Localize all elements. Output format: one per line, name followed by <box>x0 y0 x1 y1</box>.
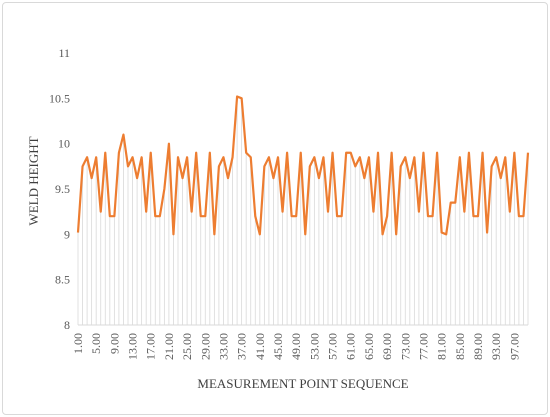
x-tick-label: 93.00 <box>489 333 503 360</box>
x-axis-ticks: 1.00 5.00 9.00 13.00 17.00 21.00 25.00 29.00 33.… <box>71 333 521 360</box>
x-tick-label: 1.00 <box>71 333 85 354</box>
x-tick-label: 69.00 <box>380 333 394 360</box>
x-tick-label: 97.00 <box>507 333 521 360</box>
x-tick-label: 21.00 <box>162 333 176 360</box>
x-tick-label: 17.00 <box>144 333 158 360</box>
x-tick-label: 57.00 <box>326 333 340 360</box>
x-tick-label: 13.00 <box>126 333 140 360</box>
x-tick-label: 41.00 <box>253 333 267 360</box>
x-tick-label: 65.00 <box>362 333 376 360</box>
y-tick-label: 10 <box>58 137 70 151</box>
x-tick-label: 61.00 <box>344 333 358 360</box>
y-tick-label: 8 <box>64 318 70 332</box>
x-tick-label: 33.00 <box>216 333 230 360</box>
x-tick-label: 81.00 <box>435 333 449 360</box>
x-tick-label: 45.00 <box>271 333 285 360</box>
x-tick-label: 25.00 <box>180 333 194 360</box>
vertical-gridlines <box>77 96 529 325</box>
y-tick-label: 9.5 <box>55 182 70 196</box>
x-tick-label: 77.00 <box>416 333 430 360</box>
series-line <box>76 95 530 236</box>
x-tick-label: 73.00 <box>398 333 412 360</box>
x-tick-label: 29.00 <box>198 333 212 360</box>
x-tick-label: 85.00 <box>453 333 467 360</box>
x-tick-label: 37.00 <box>235 333 249 360</box>
x-tick-label: 5.00 <box>89 333 103 354</box>
x-tick-label: 89.00 <box>471 333 485 360</box>
y-axis-title: WELD HEIGHT <box>26 136 41 225</box>
y-tick-label: 11 <box>58 46 70 60</box>
x-axis-title: MEASUREMENT POINT SEQUENCE <box>197 376 408 391</box>
y-tick-label: 10.5 <box>49 91 70 105</box>
x-tick-label: 49.00 <box>289 333 303 360</box>
x-tick-label: 53.00 <box>307 333 321 360</box>
y-tick-label: 8.5 <box>55 273 70 287</box>
y-axis-ticks: 8 8.5 9 9.5 10 10.5 11 <box>49 46 70 332</box>
y-tick-label: 9 <box>64 227 70 241</box>
x-tick-label: 9.00 <box>107 333 121 354</box>
